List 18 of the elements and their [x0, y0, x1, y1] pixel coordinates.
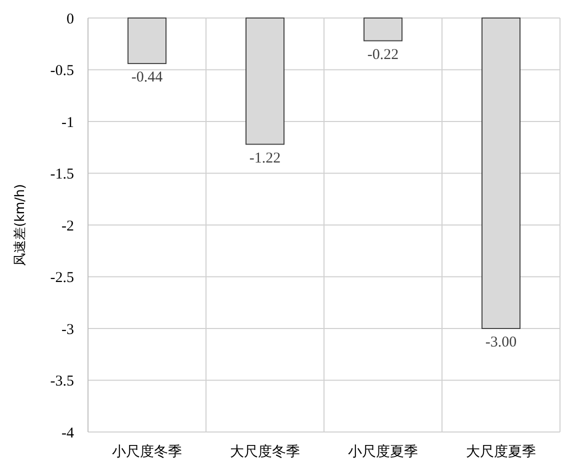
y-tick-label: -3.5 [50, 374, 74, 390]
x-tick-label: 小尺度夏季 [348, 444, 418, 460]
x-tick-label: 小尺度冬季 [112, 444, 182, 460]
y-tick-label: -3 [62, 322, 74, 338]
y-tick-label: 0 [66, 11, 74, 28]
y-tick-label: -1 [62, 114, 74, 131]
data-label: -0.22 [367, 46, 399, 63]
y-tick-label: -2.5 [50, 270, 74, 286]
y-tick-label: -4 [62, 425, 74, 442]
data-label: -3.00 [485, 334, 517, 350]
data-label: -0.44 [131, 70, 164, 86]
y-tick-label: -1.5 [50, 166, 74, 182]
y-tick-label: -2 [62, 218, 74, 234]
x-tick-label: 大尺度冬季 [230, 444, 300, 460]
y-tick-label: -0.5 [50, 63, 74, 79]
y-axis-title: 风速差(km/h) [13, 184, 28, 266]
data-label: -1.22 [249, 150, 281, 166]
x-tick-label: 大尺度夏季 [466, 444, 536, 460]
